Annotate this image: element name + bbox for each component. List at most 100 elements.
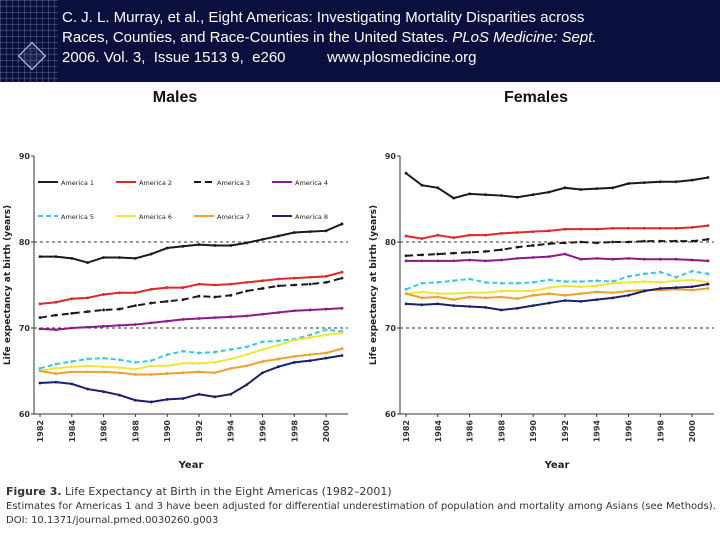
data-point-america-4 bbox=[308, 308, 312, 312]
data-point-america-6 bbox=[658, 281, 662, 284]
data-point-america-5 bbox=[149, 359, 153, 363]
data-point-america-6 bbox=[86, 364, 90, 368]
legend-label: America 4 bbox=[295, 179, 328, 187]
data-point-america-7 bbox=[324, 351, 328, 355]
data-point-america-4 bbox=[436, 259, 440, 263]
data-point-america-7 bbox=[165, 372, 169, 375]
data-point-america-2 bbox=[54, 300, 58, 304]
data-point-america-8 bbox=[468, 305, 471, 308]
data-point-america-4 bbox=[674, 257, 678, 261]
data-point-america-5 bbox=[102, 356, 105, 360]
data-point-america-3 bbox=[149, 301, 153, 305]
x-tick-label: 1982 bbox=[36, 420, 45, 442]
data-point-america-4 bbox=[340, 306, 344, 310]
figure-label: Figure 3. bbox=[6, 485, 62, 498]
data-point-america-4 bbox=[213, 316, 217, 320]
data-point-america-7 bbox=[484, 296, 487, 300]
data-point-america-1 bbox=[213, 244, 217, 247]
data-point-america-5 bbox=[118, 358, 121, 362]
data-point-america-8 bbox=[102, 390, 105, 394]
data-point-america-3 bbox=[213, 295, 217, 299]
data-point-america-1 bbox=[579, 188, 583, 191]
data-point-america-5 bbox=[452, 279, 456, 283]
data-point-america-2 bbox=[643, 226, 646, 230]
data-point-america-6 bbox=[611, 281, 615, 285]
chart-title: Males bbox=[153, 89, 198, 106]
series-line-america-5 bbox=[405, 270, 709, 291]
data-point-america-3 bbox=[181, 298, 185, 302]
data-point-america-7 bbox=[54, 372, 58, 375]
data-point-america-3 bbox=[420, 253, 424, 257]
data-point-america-5 bbox=[38, 367, 42, 370]
data-point-america-6 bbox=[499, 289, 503, 293]
data-point-america-3 bbox=[468, 250, 471, 254]
data-point-america-2 bbox=[404, 234, 408, 238]
x-axis-label: Year bbox=[178, 460, 204, 471]
data-point-america-6 bbox=[436, 292, 440, 295]
data-point-america-5 bbox=[420, 281, 424, 285]
data-point-america-1 bbox=[277, 234, 280, 238]
data-point-america-3 bbox=[690, 239, 694, 243]
series-line-america-7 bbox=[405, 287, 709, 301]
x-tick-label: 1996 bbox=[259, 420, 268, 443]
caption-doi: DOI: 10.1371/journal.pmed.0030260.g003 bbox=[6, 515, 219, 526]
data-point-america-7 bbox=[595, 290, 599, 294]
data-point-america-7 bbox=[515, 297, 519, 301]
data-point-america-5 bbox=[70, 360, 74, 363]
data-point-america-3 bbox=[102, 308, 105, 312]
x-tick-label: 1990 bbox=[163, 420, 172, 443]
data-point-america-8 bbox=[213, 395, 217, 399]
data-point-america-6 bbox=[420, 290, 424, 294]
data-point-america-7 bbox=[404, 292, 408, 295]
data-point-america-3 bbox=[229, 293, 233, 297]
data-point-america-4 bbox=[484, 259, 487, 263]
data-point-america-5 bbox=[706, 272, 710, 276]
data-point-america-6 bbox=[102, 365, 105, 369]
data-point-america-5 bbox=[213, 350, 217, 354]
data-point-america-2 bbox=[547, 229, 551, 233]
caption-note: Estimates for Americas 1 and 3 have been… bbox=[6, 501, 716, 512]
data-point-america-8 bbox=[38, 381, 42, 385]
data-point-america-7 bbox=[611, 291, 615, 295]
data-point-america-6 bbox=[643, 280, 646, 283]
data-point-america-7 bbox=[229, 367, 233, 370]
data-point-america-8 bbox=[133, 398, 137, 402]
data-point-america-6 bbox=[165, 364, 169, 368]
data-point-america-4 bbox=[181, 318, 185, 321]
data-point-america-7 bbox=[118, 371, 121, 375]
data-point-america-3 bbox=[86, 310, 90, 314]
data-point-america-2 bbox=[102, 293, 105, 296]
data-point-america-3 bbox=[261, 287, 264, 290]
data-point-america-4 bbox=[86, 325, 90, 329]
data-point-america-3 bbox=[658, 239, 662, 243]
data-point-america-7 bbox=[213, 371, 217, 375]
data-point-america-5 bbox=[133, 361, 137, 364]
data-point-america-7 bbox=[292, 354, 296, 358]
data-point-america-5 bbox=[261, 340, 264, 344]
data-point-america-6 bbox=[118, 366, 121, 369]
data-point-america-8 bbox=[643, 289, 646, 293]
data-point-america-7 bbox=[245, 364, 249, 368]
x-tick-label: 2000 bbox=[688, 420, 697, 443]
data-point-america-8 bbox=[197, 392, 201, 396]
data-point-america-2 bbox=[484, 233, 487, 237]
data-point-america-7 bbox=[340, 347, 344, 351]
data-point-america-5 bbox=[690, 269, 694, 273]
data-point-america-2 bbox=[420, 237, 424, 240]
data-point-america-8 bbox=[579, 299, 583, 303]
data-point-america-6 bbox=[197, 361, 201, 365]
data-point-america-7 bbox=[277, 357, 280, 361]
data-point-america-1 bbox=[515, 195, 519, 199]
data-point-america-8 bbox=[340, 354, 344, 357]
x-tick-label: 1984 bbox=[68, 420, 77, 443]
x-tick-label: 1992 bbox=[195, 420, 204, 442]
series-line-america-8 bbox=[405, 283, 709, 311]
data-point-america-5 bbox=[531, 281, 535, 284]
data-point-america-4 bbox=[547, 255, 551, 259]
y-tick-label: 60 bbox=[385, 410, 397, 419]
data-point-america-1 bbox=[197, 243, 201, 246]
data-point-america-2 bbox=[213, 283, 217, 287]
data-point-america-4 bbox=[452, 259, 456, 263]
citation-line-1: C. J. L. Murray, et al., Eight Americas:… bbox=[62, 9, 585, 26]
data-point-america-6 bbox=[213, 361, 217, 364]
